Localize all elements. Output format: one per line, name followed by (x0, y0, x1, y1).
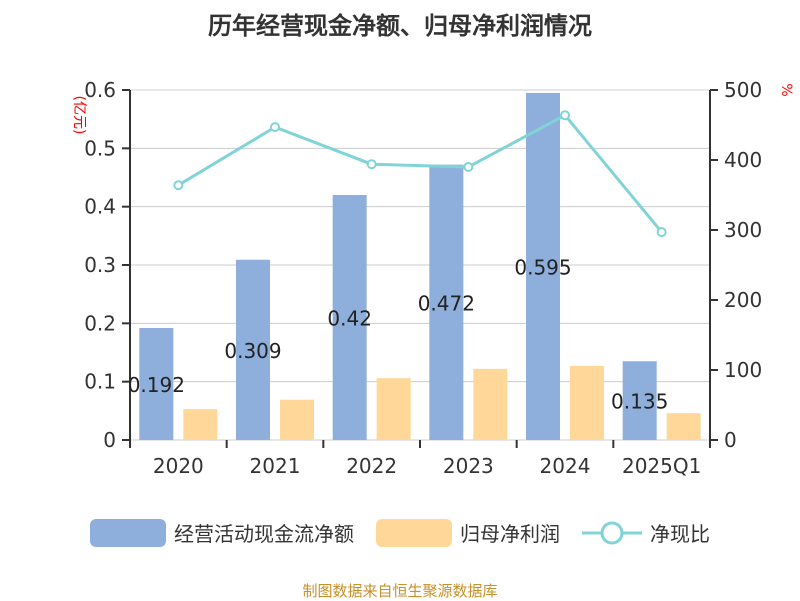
bar-profit (570, 365, 604, 440)
legend-item-ratio[interactable]: 净现比 (582, 518, 710, 547)
data-label-cashflow: 0.42 (327, 307, 372, 331)
y-right-unit: % (778, 83, 794, 96)
chart-title: 历年经营现金净额、归母净利润情况 (208, 12, 592, 40)
y-right-tick-label: 100 (724, 358, 762, 382)
data-label-cashflow: 0.135 (611, 390, 668, 414)
legend-item-cashflow[interactable]: 经营活动现金流净额 (90, 518, 354, 547)
legend-item-profit[interactable]: 归母净利润 (376, 518, 560, 547)
x-tick-label: 2022 (346, 454, 397, 478)
legend-label: 净现比 (650, 522, 710, 546)
y-left-tick-label: 0 (103, 428, 116, 452)
bar-cashflow (236, 259, 270, 440)
y-left-tick-label: 0.2 (84, 311, 116, 335)
legend: 经营活动现金流净额 归母净利润 净现比 (0, 518, 800, 547)
bar-cashflow (139, 328, 174, 440)
legend-swatch (90, 518, 166, 547)
line-ratio (177, 113, 663, 234)
y-left-tick-label: 0.5 (84, 136, 116, 160)
y-right-tick-label: 500 (724, 78, 762, 102)
data-label-cashflow: 0.309 (224, 339, 281, 363)
bar-cashflow (332, 195, 367, 440)
y-left-unit: (亿元) (71, 96, 87, 135)
x-tick-label: 2025Q1 (622, 454, 701, 478)
y-left-tick-label: 0.4 (84, 195, 116, 219)
point-ratio (656, 227, 667, 238)
legend-swatch (376, 518, 452, 547)
source-note: 制图数据来自恒生聚源数据库 (302, 582, 498, 600)
y-right-tick-label: 0 (724, 428, 737, 452)
x-tick-label: 2021 (250, 454, 301, 478)
legend-label: 经营活动现金流净额 (174, 522, 354, 546)
bar-profit (666, 413, 701, 440)
data-label-cashflow: 0.472 (418, 291, 475, 315)
legend-line-icon (582, 521, 642, 544)
bar-profit (473, 368, 508, 440)
y-left-tick-label: 0.6 (84, 78, 116, 102)
point-ratio (270, 122, 280, 133)
point-ratio (366, 159, 377, 170)
y-right-tick-label: 400 (724, 148, 762, 172)
x-tick-label: 2023 (443, 454, 494, 478)
bar-profit (376, 378, 411, 440)
bar-profit (183, 409, 218, 440)
legend-label: 归母净利润 (460, 522, 560, 546)
y-right-tick-label: 300 (724, 218, 762, 242)
bar-cashflow (429, 164, 464, 440)
x-tick-label: 2024 (540, 454, 591, 478)
data-label-cashflow: 0.192 (128, 373, 185, 397)
bar-cashflow (526, 92, 560, 441)
bar-profit (280, 399, 314, 440)
point-ratio (560, 110, 570, 121)
bar-cashflow (622, 361, 657, 440)
y-left-tick-label: 0.3 (84, 253, 116, 277)
point-ratio (173, 180, 184, 191)
x-tick-label: 2020 (153, 454, 204, 478)
data-label-cashflow: 0.595 (514, 255, 571, 279)
point-ratio (463, 162, 474, 172)
y-left-tick-label: 0.1 (84, 370, 116, 394)
y-right-tick-label: 200 (724, 288, 762, 312)
